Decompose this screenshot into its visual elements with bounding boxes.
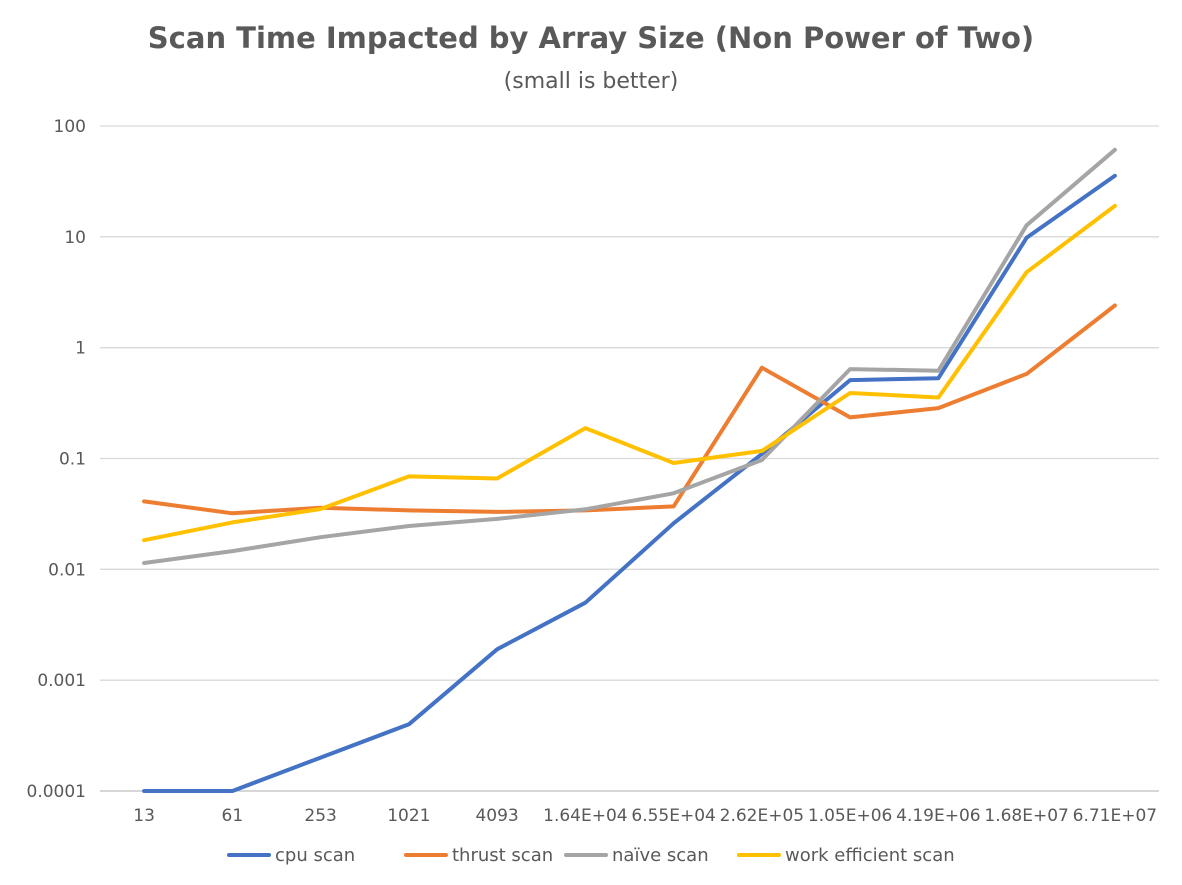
x-tick-label: 4.19E+06 xyxy=(896,806,980,826)
x-tick-label: 6.71E+07 xyxy=(1073,806,1157,826)
y-tick-label: 0.01 xyxy=(48,560,86,580)
legend-label: work efficient scan xyxy=(785,845,955,866)
chart-title: Scan Time Impacted by Array Size (Non Po… xyxy=(148,21,1034,55)
y-tick-label: 0.0001 xyxy=(27,782,86,802)
x-tick-label: 61 xyxy=(222,806,244,826)
y-tick-label: 0.1 xyxy=(59,450,86,470)
y-tick-label: 10 xyxy=(64,228,86,248)
y-gridlines xyxy=(100,125,1159,792)
legend: cpu scan thrust scan naïve scan work effici… xyxy=(227,845,955,866)
x-tick-label: 2.62E+05 xyxy=(720,806,804,826)
series-line-cpu-scan xyxy=(142,173,1117,793)
series-line-na-ve-scan xyxy=(142,147,1117,565)
y-tick-label: 1 xyxy=(75,339,86,359)
legend-label: cpu scan xyxy=(275,845,355,866)
series-line-work-efficient-scan xyxy=(142,203,1117,543)
x-tick-label: 1.68E+07 xyxy=(984,806,1068,826)
x-axis-tick-labels: 13 61 253 1021 4093 1.64E+04 6.55E+04 2.62E+05 1… xyxy=(133,806,1157,826)
y-axis-tick-labels: 100 10 1 0.1 0.01 0.001 0.0001 xyxy=(27,117,86,802)
x-tick-label: 253 xyxy=(304,806,336,826)
y-tick-label: 0.001 xyxy=(37,671,86,691)
legend-label: thrust scan xyxy=(452,845,553,866)
x-tick-label: 4093 xyxy=(475,806,518,826)
chart-subtitle: (small is better) xyxy=(504,69,679,94)
x-tick-label: 1021 xyxy=(387,806,430,826)
x-tick-label: 1.05E+06 xyxy=(808,806,892,826)
series-lines xyxy=(142,147,1117,793)
x-tick-label: 13 xyxy=(133,806,155,826)
x-tick-label: 1.64E+04 xyxy=(543,806,627,826)
series-line-thrust-scan xyxy=(142,303,1117,516)
y-tick-label: 100 xyxy=(54,117,86,137)
legend-label: naïve scan xyxy=(612,845,709,866)
x-tick-label: 6.55E+04 xyxy=(631,806,715,826)
